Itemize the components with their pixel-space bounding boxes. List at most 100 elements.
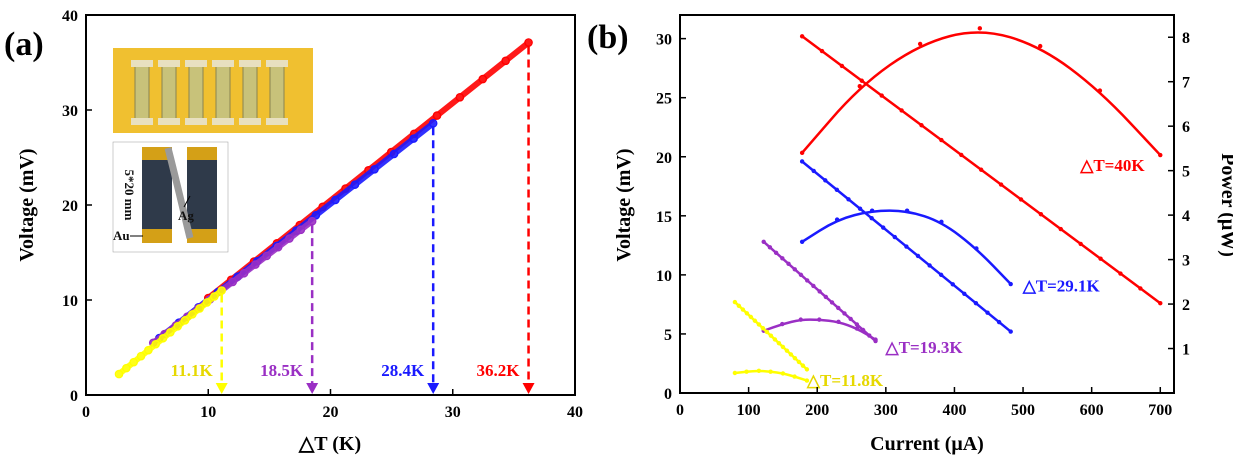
data-point-yellow	[158, 333, 168, 343]
data-point-red	[478, 74, 488, 84]
power-point-yellow	[744, 369, 749, 374]
schematic-leg-left	[142, 160, 172, 230]
voltage-point-red	[1078, 241, 1083, 247]
voltage-point-blue	[869, 215, 874, 221]
power-point-purple	[798, 317, 803, 322]
annotation-red: 36.2K	[477, 361, 521, 380]
data-point-yellow	[217, 286, 226, 295]
voltage-point-blue	[846, 197, 851, 202]
voltage-point-purple	[829, 300, 835, 305]
data-point-blue	[409, 134, 418, 143]
inset-photo-leg	[215, 61, 231, 125]
x-tick-label: 10	[200, 404, 216, 421]
voltage-point-purple	[804, 278, 810, 283]
power-point-purple	[854, 326, 860, 331]
y-tick-label: 30	[62, 103, 78, 120]
data-point-purple	[273, 242, 283, 252]
data-point-yellow	[173, 322, 182, 331]
voltage-point-purple	[792, 267, 797, 272]
data-point-purple	[296, 225, 306, 235]
y2-tick-label: 2	[1182, 297, 1190, 314]
inset-photo-leg	[134, 61, 150, 125]
data-point-red	[501, 56, 510, 66]
x-tick-label: 700	[1148, 402, 1172, 419]
voltage-point-yellow	[744, 311, 750, 316]
series-label-red: △T=40K	[1079, 156, 1145, 175]
voltage-point-blue	[938, 272, 944, 278]
inset-photo-leg-bottom	[185, 118, 207, 125]
panel-a: (a) 11.1K 18.5K 28.4K 36.2K 0 10 20 30 40 0 10 20 3…	[4, 8, 583, 455]
inset-photo-leg-top	[212, 60, 234, 67]
voltage-point-blue	[904, 244, 909, 249]
voltage-point-yellow	[772, 337, 778, 342]
drop-arrow-purple	[306, 383, 319, 394]
y-tick-label: 5	[664, 327, 672, 344]
voltage-point-red	[1098, 256, 1103, 261]
voltage-point-purple	[836, 305, 841, 311]
schematic-au-label: Au	[113, 228, 130, 243]
voltage-point-yellow	[760, 326, 766, 331]
panel-b-plot-area: △T=40K △T=29.1K △T=19.3K△T=11.8K	[732, 26, 1163, 390]
voltage-point-red	[899, 108, 904, 113]
data-point-purple	[285, 234, 294, 243]
power-point-red	[799, 150, 805, 156]
voltage-point-red	[859, 78, 865, 83]
y2-tick-label: 3	[1182, 253, 1190, 270]
power-point-yellow	[756, 368, 762, 373]
inset-photo-leg-bottom	[266, 118, 288, 125]
data-point-purple	[251, 260, 260, 269]
y-tick-label: 20	[656, 150, 672, 167]
inset-photo-leg-top	[239, 60, 261, 67]
power-point-red	[917, 41, 923, 47]
y-tick-label: 15	[656, 209, 672, 226]
x-tick-label: 100	[737, 402, 761, 419]
power-point-blue	[869, 208, 875, 213]
y-tick-label: 0	[70, 388, 78, 405]
schematic-ag-label: Ag	[178, 208, 194, 223]
voltage-point-yellow	[784, 348, 790, 353]
data-point-yellow	[151, 339, 160, 349]
schematic-leg-right	[187, 160, 217, 230]
voltage-point-purple	[811, 283, 816, 289]
voltage-point-red	[919, 123, 924, 128]
voltage-point-red	[939, 137, 944, 143]
y2-tick-label: 6	[1182, 119, 1190, 136]
schematic-au-top-right	[187, 147, 217, 161]
data-point-yellow	[166, 327, 175, 337]
data-point-yellow	[129, 357, 138, 367]
voltage-point-purple	[773, 250, 779, 256]
voltage-point-purple	[798, 272, 804, 278]
data-point-yellow	[122, 363, 131, 373]
data-point-yellow	[210, 292, 219, 301]
power-point-red	[1038, 43, 1043, 49]
power-point-red	[1097, 88, 1103, 93]
data-point-yellow	[202, 298, 212, 307]
x-tick-label: 0	[676, 402, 684, 419]
data-point-yellow	[195, 304, 204, 313]
schematic-au-bottom-right	[187, 229, 217, 243]
voltage-point-blue	[996, 319, 1002, 325]
power-curve-yellow	[734, 369, 808, 382]
power-point-yellow	[792, 374, 797, 379]
voltage-point-yellow	[756, 322, 762, 327]
voltage-point-blue	[1008, 329, 1013, 334]
series-label-blue: △T=29.1K	[1022, 277, 1101, 296]
device-photo-inset	[113, 48, 313, 133]
voltage-point-purple	[761, 239, 766, 244]
voltage-point-purple	[842, 311, 847, 316]
x-tick-label: 40	[567, 404, 583, 421]
power-point-blue	[904, 208, 910, 213]
voltage-point-yellow	[796, 359, 802, 365]
panel-b-left-y-axis-title: Voltage (mV)	[613, 148, 635, 261]
data-point-purple	[262, 251, 272, 261]
panel-a-y-axis-title: Voltage (mV)	[16, 148, 38, 261]
drop-arrow-blue	[427, 383, 440, 394]
data-point-red	[524, 38, 533, 47]
power-point-blue	[1008, 281, 1013, 287]
voltage-point-yellow	[736, 303, 742, 308]
voltage-point-yellow	[776, 340, 782, 346]
voltage-point-yellow	[780, 344, 786, 350]
voltage-point-red	[879, 93, 884, 98]
x-tick-label: 500	[1011, 402, 1035, 419]
